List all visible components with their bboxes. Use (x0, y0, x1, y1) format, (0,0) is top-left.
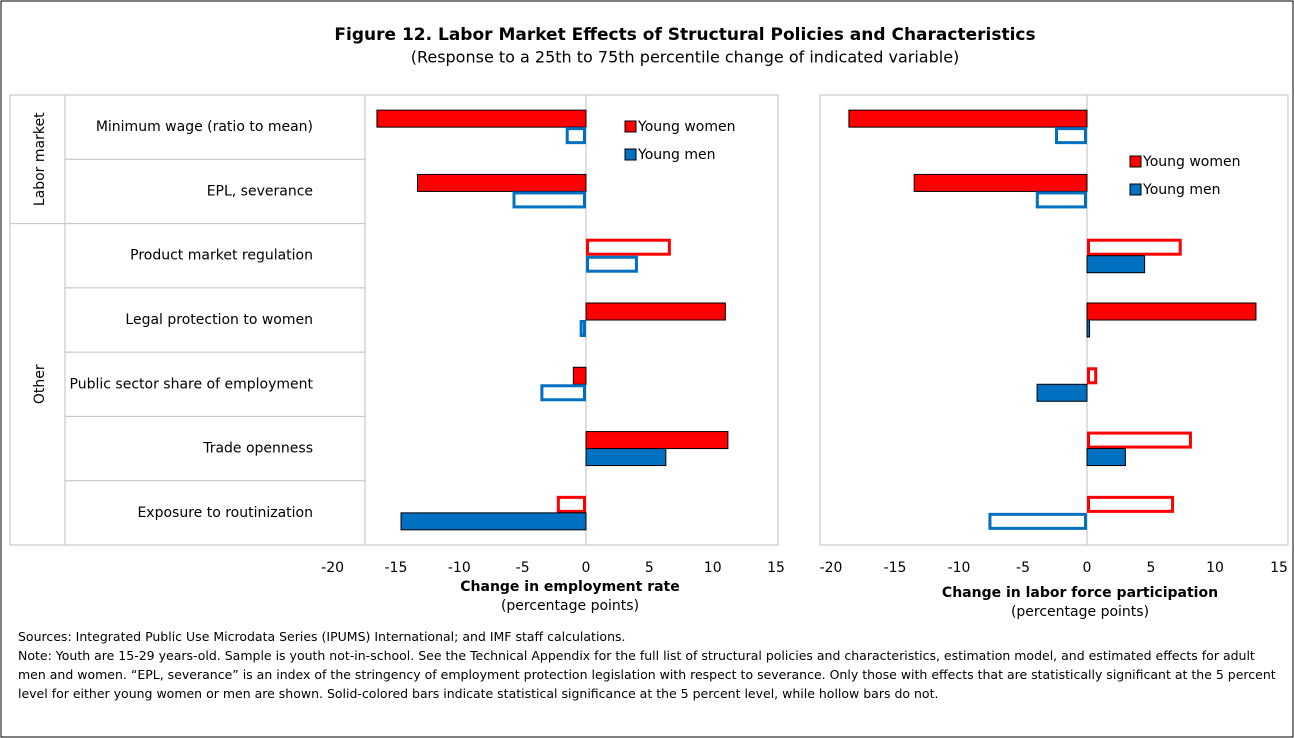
bar (1036, 383, 1088, 402)
legend-swatch (624, 120, 637, 133)
x-tick-label: -15 (385, 560, 408, 576)
bar (1086, 255, 1146, 274)
bar (1055, 127, 1087, 145)
bar (376, 109, 587, 128)
legend-label: Young women (1142, 154, 1240, 170)
bar (1087, 238, 1182, 256)
bar (586, 255, 638, 273)
category-label: Trade openness (202, 441, 313, 457)
x-tick-label: 10 (704, 560, 722, 576)
group-label: Other (32, 364, 48, 404)
legend-swatch (1129, 155, 1142, 168)
plot-frame (9, 94, 779, 546)
legend-label: Young men (1142, 182, 1220, 198)
bar (1087, 367, 1098, 385)
notes: Sources: Integrated Public Use Microdata… (18, 627, 1278, 703)
bar (400, 512, 587, 531)
bar (540, 384, 586, 402)
bar (586, 238, 671, 256)
sources: Sources: Integrated Public Use Microdata… (18, 629, 626, 644)
group-label: Labor market (32, 112, 48, 206)
category-label: Product market regulation (130, 248, 313, 264)
bar (585, 431, 729, 450)
bar (913, 173, 1088, 192)
bar (1086, 319, 1091, 338)
x-tick-label: 0 (1083, 560, 1092, 576)
x-tick-label: -20 (321, 560, 344, 576)
x-axis-sublabel: (percentage points) (1011, 604, 1149, 620)
x-tick-label: -5 (516, 560, 530, 576)
bar (572, 366, 587, 385)
chart-title: Figure 12. Labor Market Effects of Struc… (334, 25, 1035, 45)
legend-swatch (624, 148, 637, 161)
bar (556, 495, 587, 513)
category-label: EPL, severance (207, 183, 313, 199)
x-tick-label: 0 (582, 560, 591, 576)
x-tick-label: -15 (884, 560, 907, 576)
legend-label: Young men (637, 147, 715, 163)
bar (585, 302, 726, 321)
bar (579, 320, 586, 337)
legend-swatch (1129, 183, 1142, 196)
x-tick-label: 15 (767, 560, 785, 576)
legend-label: Young women (637, 119, 735, 135)
x-tick-label: 5 (1147, 560, 1156, 576)
x-tick-label: 5 (645, 560, 654, 576)
category-label: Public sector share of employment (70, 376, 314, 392)
x-tick-label: 10 (1206, 560, 1224, 576)
x-tick-label: -20 (820, 560, 843, 576)
bar (988, 512, 1087, 530)
note: Note: Youth are 15-29 years-old. Sample … (18, 648, 1276, 701)
bar (1086, 302, 1257, 321)
plot-frame (819, 94, 1289, 546)
x-tick-label: -10 (948, 560, 971, 576)
bar (1087, 431, 1192, 449)
bar (1086, 448, 1126, 467)
bar (585, 448, 667, 467)
bar (848, 109, 1088, 128)
x-tick-label: 15 (1270, 560, 1288, 576)
x-axis-label: Change in labor force participation (942, 585, 1218, 601)
x-axis-sublabel: (percentage points) (501, 598, 639, 614)
category-label: Exposure to routinization (137, 505, 313, 521)
x-axis-label: Change in employment rate (460, 579, 680, 595)
x-tick-label: -10 (448, 560, 471, 576)
chart-subtitle: (Response to a 25th to 75th percentile c… (411, 48, 960, 67)
category-label: Legal protection to women (125, 312, 313, 328)
bar (512, 191, 586, 209)
x-tick-label: -5 (1016, 560, 1030, 576)
bar (1087, 495, 1175, 513)
category-label: Minimum wage (ratio to mean) (96, 119, 313, 135)
bar (1035, 191, 1088, 209)
bar (416, 173, 587, 192)
bar (565, 127, 587, 145)
